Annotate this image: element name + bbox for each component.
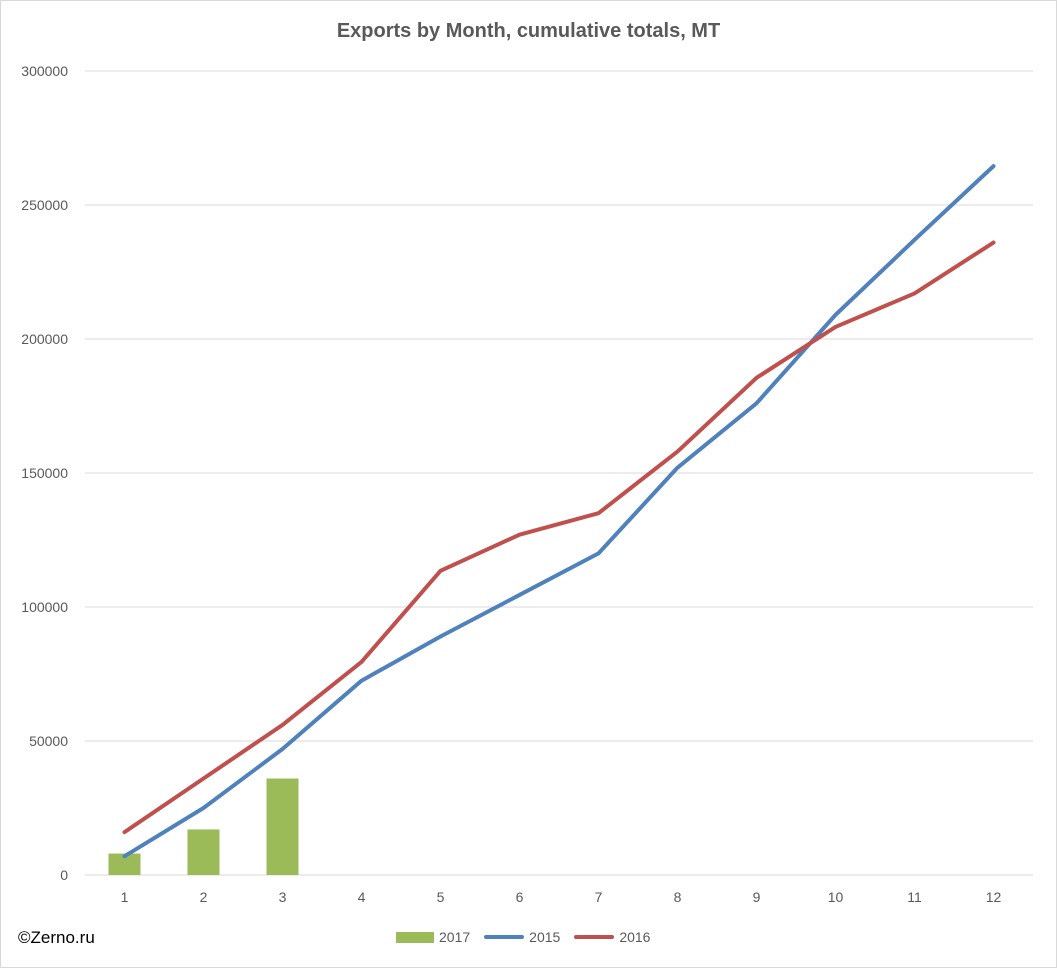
x-tick-label: 7 bbox=[594, 889, 603, 905]
x-tick-label: 8 bbox=[673, 889, 682, 905]
x-tick-label: 9 bbox=[752, 889, 761, 905]
legend-label-2015: 2015 bbox=[529, 929, 561, 945]
y-tick-label: 150000 bbox=[21, 465, 68, 481]
legend-item-2015: 2015 bbox=[484, 929, 560, 945]
legend: 2017 2015 2016 bbox=[396, 929, 664, 945]
y-tick-label: 0 bbox=[60, 867, 68, 883]
bar-2017-3 bbox=[266, 778, 299, 875]
x-tick-label: 1 bbox=[120, 889, 129, 905]
bar-2017-2 bbox=[187, 829, 220, 875]
legend-swatch-2016 bbox=[574, 935, 615, 939]
x-tick-label: 3 bbox=[278, 889, 287, 905]
legend-item-2016: 2016 bbox=[574, 929, 650, 945]
x-tick-label: 10 bbox=[827, 889, 844, 905]
copyright-text: ©Zerno.ru bbox=[18, 928, 95, 947]
y-tick-label: 250000 bbox=[21, 197, 68, 213]
x-tick-label: 12 bbox=[985, 889, 1002, 905]
series-line-2016 bbox=[122, 240, 996, 835]
legend-swatch-2017 bbox=[396, 931, 434, 943]
y-tick-label: 50000 bbox=[29, 733, 68, 749]
x-tick-label: 4 bbox=[357, 889, 366, 905]
x-tick-label: 11 bbox=[907, 889, 922, 905]
legend-label-2016: 2016 bbox=[619, 929, 651, 945]
series-line-2015 bbox=[122, 164, 996, 859]
y-tick-label: 200000 bbox=[21, 331, 68, 347]
y-tick-label: 300000 bbox=[21, 63, 68, 79]
legend-item-2017: 2017 bbox=[396, 929, 470, 945]
x-tick-label: 6 bbox=[515, 889, 524, 905]
chart-title: Exports by Month, cumulative totals, MT bbox=[336, 20, 721, 42]
legend-swatch-2015 bbox=[484, 935, 525, 939]
y-tick-label: 100000 bbox=[21, 599, 68, 615]
legend-label-2017: 2017 bbox=[439, 929, 471, 945]
x-tick-label: 2 bbox=[199, 889, 208, 905]
bar-2017-1 bbox=[108, 853, 141, 875]
x-tick-label: 5 bbox=[436, 889, 445, 905]
